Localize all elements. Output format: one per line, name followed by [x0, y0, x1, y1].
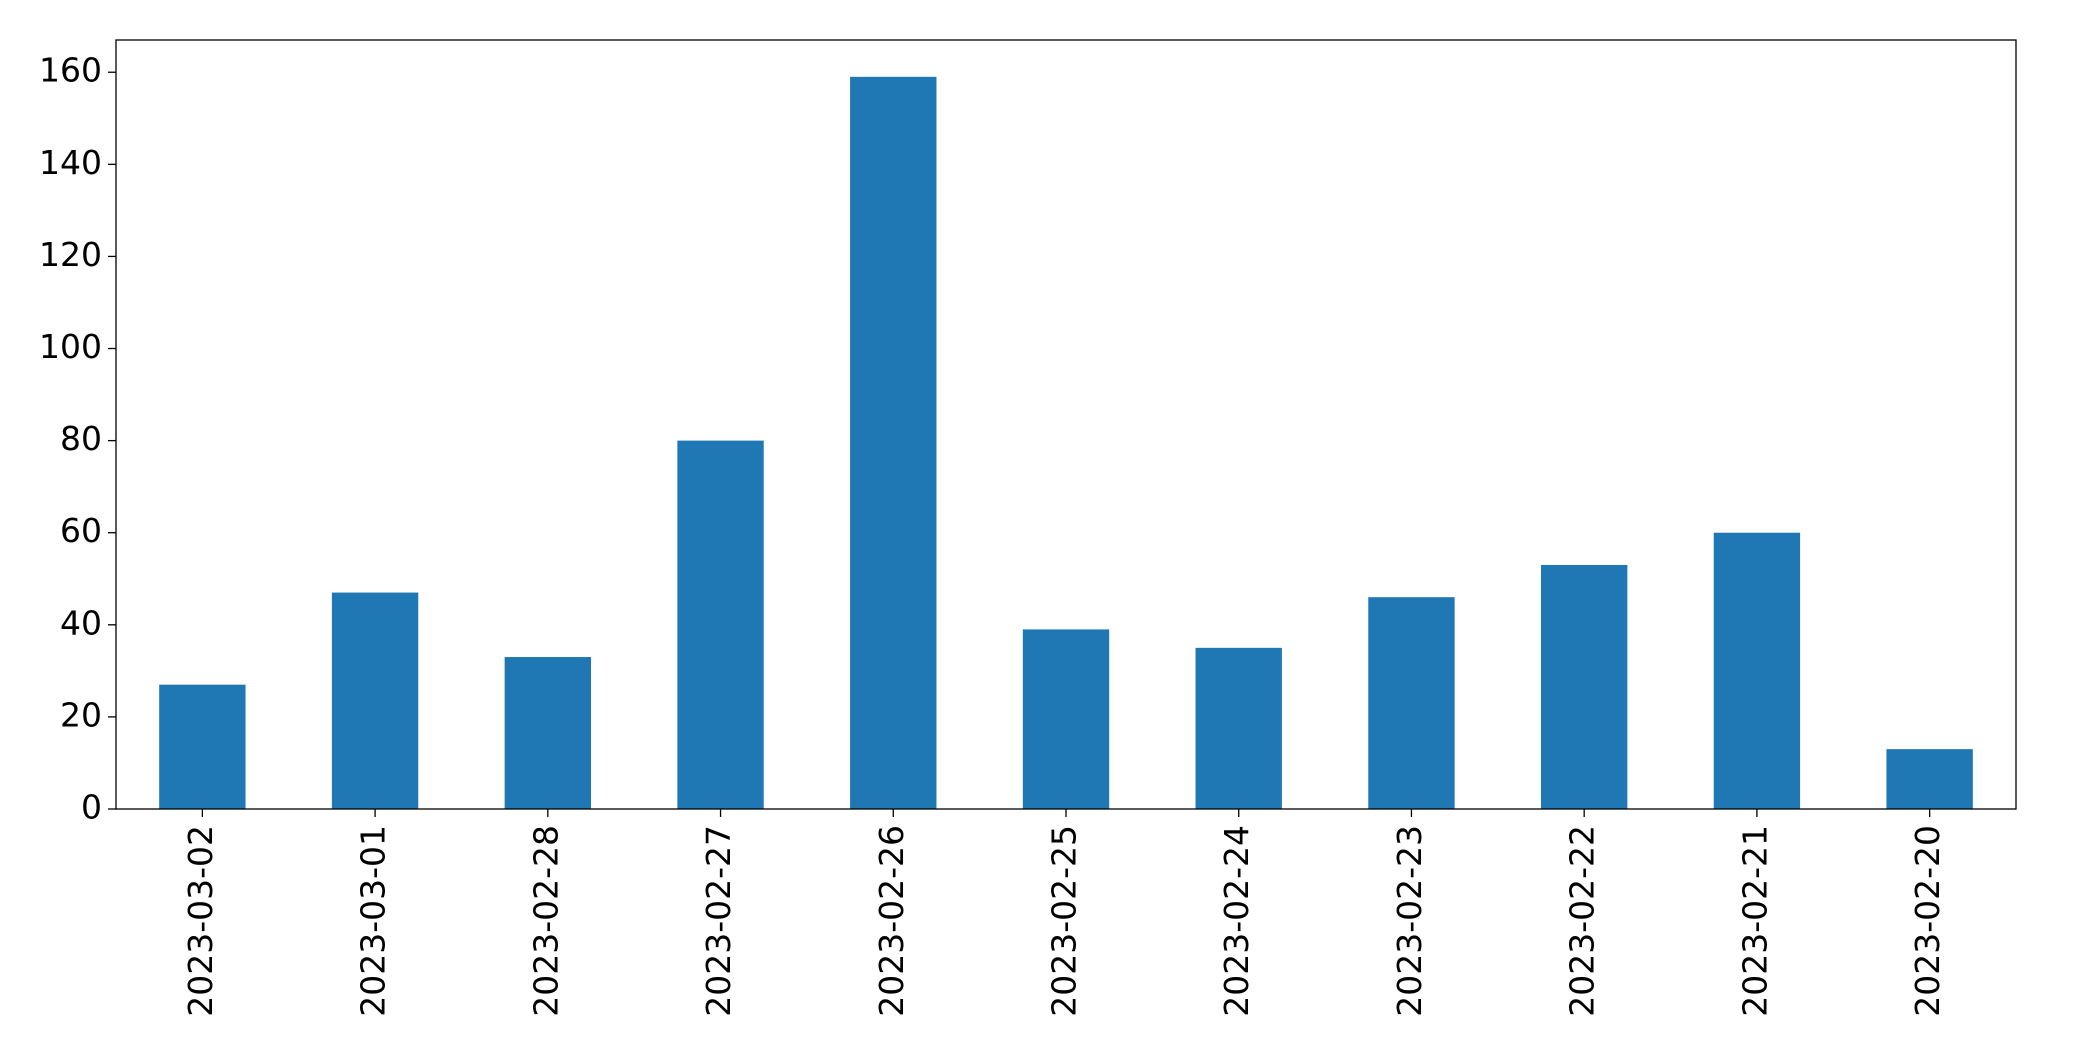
plot-frame — [115, 39, 2017, 810]
x-tick-label: 2023-02-24 — [1217, 825, 1256, 1017]
x-tick-label: 2023-02-26 — [872, 825, 911, 1017]
x-tick-label: 2023-03-01 — [354, 825, 393, 1017]
bar — [677, 440, 764, 809]
y-tick-label: 160 — [39, 51, 102, 90]
x-tick-label: 2023-02-25 — [1045, 825, 1084, 1017]
bar — [1713, 532, 1801, 809]
y-tick-label: 20 — [60, 695, 102, 734]
x-tick-label: 2023-02-23 — [1390, 825, 1429, 1017]
bar — [504, 657, 591, 809]
x-tick-label: 2023-02-20 — [1908, 825, 1947, 1017]
y-tick-label: 0 — [81, 788, 102, 827]
y-tick-label: 100 — [39, 327, 102, 366]
bar — [850, 76, 937, 810]
y-tick-label: 60 — [60, 511, 102, 550]
x-tick-label: 2023-02-22 — [1563, 825, 1602, 1017]
bar — [331, 592, 419, 809]
bar — [1022, 629, 1110, 809]
y-tick-label: 40 — [60, 603, 102, 642]
bar — [1368, 597, 1455, 809]
x-tick-label: 2023-02-21 — [1735, 825, 1774, 1017]
y-tick-label: 80 — [60, 419, 102, 458]
y-tick-label: 140 — [39, 143, 102, 182]
y-tick-label: 120 — [39, 235, 102, 274]
x-tick-label: 2023-02-28 — [526, 825, 565, 1017]
bar — [159, 684, 246, 809]
bar — [1195, 647, 1282, 809]
x-tick-label: 2023-03-02 — [181, 825, 220, 1017]
x-tick-label: 2023-02-27 — [699, 825, 738, 1017]
bar — [1886, 749, 1973, 809]
bar — [1541, 564, 1628, 809]
